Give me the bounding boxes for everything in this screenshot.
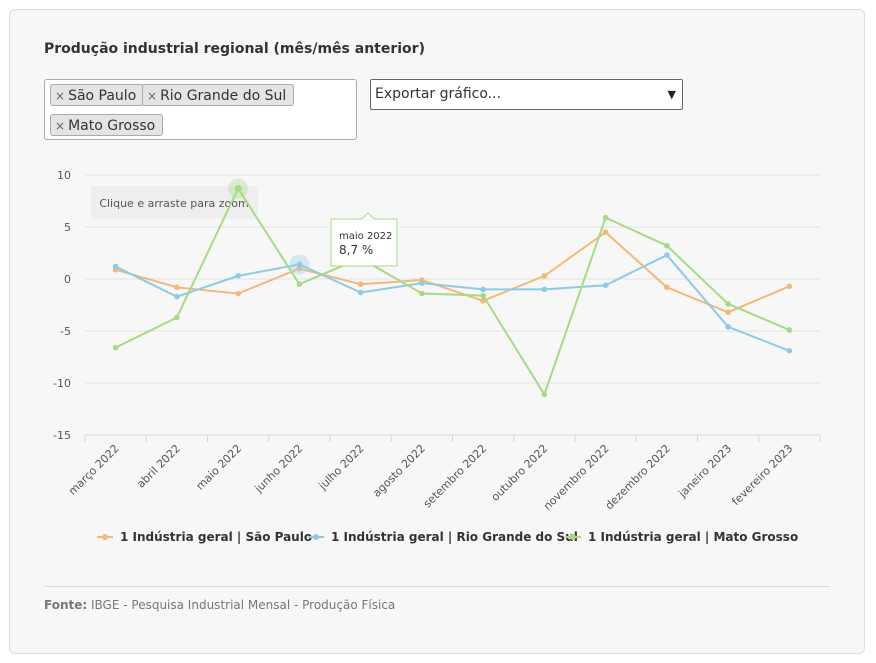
data-point bbox=[480, 292, 486, 299]
data-point bbox=[174, 293, 180, 300]
data-point bbox=[602, 214, 609, 221]
chevron-down-icon: ▼ bbox=[667, 88, 676, 101]
x-tick-label: outubro 2022 bbox=[489, 442, 551, 504]
data-point bbox=[419, 290, 425, 297]
footer-divider bbox=[44, 586, 830, 587]
legend-swatch-marker bbox=[102, 534, 108, 540]
x-tick-label: maio 2022 bbox=[194, 442, 245, 493]
data-point bbox=[235, 273, 241, 279]
data-point bbox=[786, 347, 793, 354]
hover-point bbox=[234, 185, 242, 193]
y-tick-label: 5 bbox=[64, 221, 71, 234]
data-point bbox=[725, 301, 731, 307]
legend-item-label: 1 Indústria geral | Mato Grosso bbox=[588, 530, 798, 544]
data-point bbox=[602, 282, 609, 289]
tooltip-value: 8,7 % bbox=[339, 243, 373, 257]
series-line-1 bbox=[115, 254, 790, 352]
data-point bbox=[541, 391, 548, 398]
data-point bbox=[725, 309, 731, 316]
data-point bbox=[112, 263, 119, 270]
data-point bbox=[112, 344, 119, 351]
data-point bbox=[480, 286, 486, 293]
y-tick-label: -15 bbox=[53, 429, 71, 442]
x-tick-label: fevereiro 2023 bbox=[729, 442, 795, 508]
x-tick-label: julho 2022 bbox=[316, 442, 367, 493]
chart-title: Produção industrial regional (mês/mês an… bbox=[44, 41, 425, 57]
export-chart-select[interactable]: Exportar gráfico... ▼ bbox=[370, 79, 683, 110]
data-point bbox=[664, 284, 670, 291]
y-tick-label: -10 bbox=[53, 377, 71, 390]
data-point bbox=[725, 324, 731, 330]
y-tick-label: 0 bbox=[64, 273, 71, 286]
source-label: Fonte: bbox=[44, 598, 88, 612]
legend-swatch-marker bbox=[570, 534, 576, 540]
data-point bbox=[357, 281, 364, 288]
data-point bbox=[786, 283, 793, 290]
series-line-2 bbox=[115, 187, 790, 396]
series-line-0 bbox=[115, 231, 790, 314]
data-point bbox=[541, 273, 548, 279]
filter-tag-mato-grosso[interactable]: × Mato Grosso bbox=[50, 114, 164, 136]
data-point bbox=[602, 229, 609, 235]
y-tick-label: 10 bbox=[57, 169, 71, 182]
source-note: Fonte: IBGE - Pesquisa Industrial Mensal… bbox=[44, 598, 395, 612]
data-point bbox=[357, 289, 364, 296]
remove-tag-icon[interactable]: × bbox=[55, 119, 66, 133]
x-tick-label: janeiro 2023 bbox=[675, 442, 734, 501]
tooltip-title: maio 2022 bbox=[339, 231, 392, 242]
data-point bbox=[786, 327, 793, 333]
filter-tag-label: Mato Grosso bbox=[68, 118, 156, 134]
y-tick-label: -5 bbox=[60, 325, 71, 338]
tooltip-box bbox=[330, 212, 398, 267]
zoom-hint-text: Clique e arraste para zoom bbox=[99, 197, 248, 210]
x-tick-label: abril 2022 bbox=[134, 442, 183, 491]
data-point bbox=[296, 281, 303, 288]
legend-swatch-marker bbox=[313, 534, 319, 540]
x-tick-label: setembro 2022 bbox=[421, 442, 489, 510]
legend-item-label: 1 Indústria geral | São Paulo bbox=[120, 530, 312, 544]
source-text: IBGE - Pesquisa Industrial Mensal - Prod… bbox=[87, 598, 396, 612]
data-point bbox=[541, 286, 548, 293]
remove-tag-icon[interactable]: × bbox=[147, 89, 158, 103]
x-tick-label: novembro 2022 bbox=[541, 442, 612, 513]
legend-item-label: 1 Indústria geral | Rio Grande do Sul bbox=[331, 530, 578, 544]
data-point bbox=[235, 290, 241, 297]
x-tick-label: agosto 2022 bbox=[370, 442, 428, 500]
filter-tag-rio-grande-do-sul[interactable]: × Rio Grande do Sul bbox=[142, 84, 295, 106]
x-tick-label: março 2022 bbox=[66, 442, 122, 498]
remove-tag-icon[interactable]: × bbox=[55, 89, 66, 103]
data-point bbox=[296, 265, 303, 272]
x-tick-label: dezembro 2022 bbox=[603, 442, 673, 512]
filter-tag-label: Rio Grande do Sul bbox=[160, 88, 287, 104]
data-point bbox=[174, 284, 180, 291]
data-point bbox=[419, 280, 425, 286]
data-point bbox=[174, 314, 180, 321]
state-filter-multiselect[interactable]: × São Paulo × Rio Grande do Sul × Mato Gros… bbox=[44, 79, 357, 140]
hover-halo bbox=[289, 254, 310, 275]
zoom-hint-box bbox=[91, 186, 258, 219]
filter-tag-label: São Paulo bbox=[68, 88, 137, 104]
data-point bbox=[664, 242, 670, 249]
x-tick-label: junho 2022 bbox=[252, 442, 306, 496]
data-point bbox=[296, 261, 303, 268]
export-select-value: Exportar gráfico... bbox=[375, 86, 502, 102]
data-point bbox=[664, 252, 670, 258]
